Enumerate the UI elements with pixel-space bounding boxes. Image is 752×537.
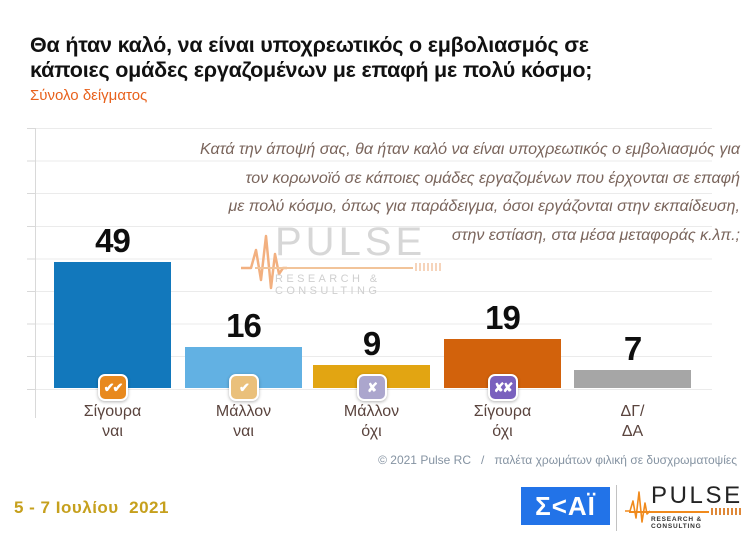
- bar-value-2: 16: [226, 307, 262, 344]
- y-axis-line: [35, 128, 36, 418]
- watermark-wordmark: PULSE: [275, 220, 427, 264]
- category-label-4: Σίγουρα όχι: [473, 403, 532, 440]
- category-label-3: Μάλλον όχι: [343, 403, 400, 440]
- category-label-1: Σίγουρα ναι: [83, 403, 142, 440]
- bar-value-1: 49: [95, 222, 131, 259]
- pulse-logo: PULSE RESEARCH & CONSULTING: [625, 482, 749, 532]
- pulse-watermark: PULSE RESEARCH & CONSULTING: [233, 220, 453, 298]
- watermark-tagline: RESEARCH & CONSULTING: [275, 273, 381, 297]
- pulse-logo-underline: [629, 511, 709, 513]
- double-check-icon: ✔✔: [97, 374, 128, 401]
- category-label-2: Μάλλον ναι: [215, 403, 272, 440]
- pulse-logo-tagline: RESEARCH & CONSULTING: [651, 516, 702, 530]
- logo-divider: [616, 485, 617, 531]
- pulse-logo-waveform-icon: [625, 491, 650, 523]
- check-icon: ✔: [228, 374, 259, 401]
- bar-5: [574, 370, 691, 388]
- category-label-5: ΔΓ/ ΔΑ: [620, 403, 645, 440]
- fieldwork-dates: 5 - 7 Ιουλίου 2021: [14, 498, 169, 517]
- double-x-icon: ✘✘: [487, 374, 518, 401]
- y-axis-ticks: [27, 128, 35, 390]
- pulse-logo-smalltext: [711, 508, 741, 515]
- bar-value-4: 19: [485, 299, 521, 336]
- page-title: Θα ήταν καλό, να είναι υποχρεωτικός ο εμ…: [30, 33, 593, 82]
- pulse-logo-wordmark: PULSE: [651, 482, 743, 509]
- x-icon: ✘: [356, 374, 387, 401]
- watermark-smalltext: [415, 263, 443, 271]
- question-annotation: Κατά την άποψή σας, θα ήταν καλό να είνα…: [199, 141, 740, 244]
- pulse-waveform-icon: [241, 234, 287, 290]
- bar-value-5: 7: [623, 330, 642, 367]
- watermark-underline: [255, 267, 413, 269]
- bar-value-3: 9: [362, 325, 381, 362]
- copyright-note: © 2021 Pulse RC / παλέτα χρωμάτων φιλική…: [378, 453, 737, 467]
- skai-logo: Σ<ΑΪ: [521, 487, 610, 525]
- sample-subtitle: Σύνολο δείγματος: [30, 87, 148, 104]
- bar-1: [54, 262, 171, 388]
